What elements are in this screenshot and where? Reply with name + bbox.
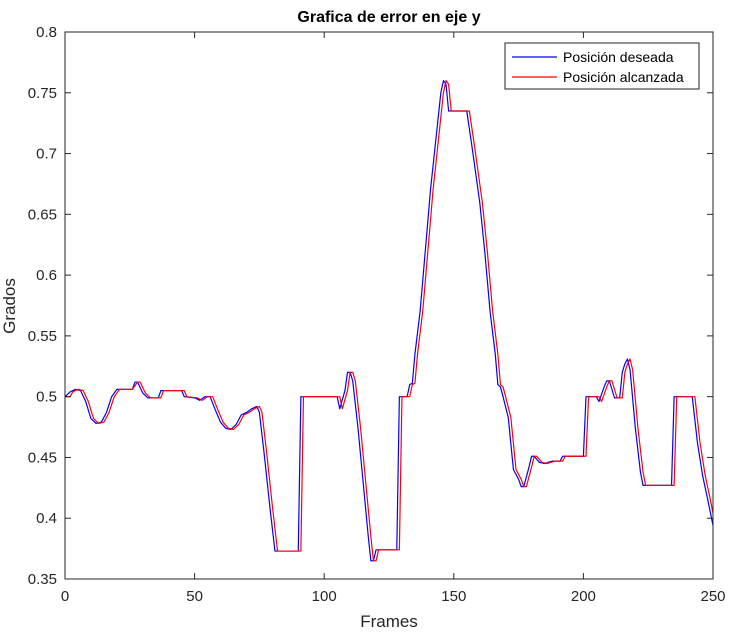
y-tick-label: 0.4 [36, 510, 57, 527]
x-axis-title: Frames [360, 612, 418, 631]
series-layer [64, 80, 714, 562]
y-axis-title: Grados [0, 278, 19, 334]
y-tick-label: 0.8 [36, 24, 57, 41]
y-tick-label: 0.7 [36, 146, 57, 163]
ticks-layer: 0 50 100 150 200 250 0.35 0.4 0.45 0.5 0.55 0.6 0.65… [28, 24, 726, 605]
x-tick-label: 50 [186, 588, 203, 605]
y-tick-label: 0.35 [28, 571, 57, 588]
y-tick-label: 0.65 [28, 206, 57, 223]
y-tick-label: 0.75 [28, 85, 57, 102]
legend-label-posicion-alcanzada: Posición alcanzada [563, 69, 684, 85]
y-tick-label: 0.5 [36, 389, 57, 406]
x-tick-label: 100 [312, 588, 337, 605]
x-tick-label: 0 [61, 588, 69, 605]
series-line-posicion-alcanzada [65, 80, 714, 562]
legend-label-posicion-deseada: Posición deseada [563, 49, 674, 65]
plot-frame [64, 31, 714, 580]
x-tick-label: 200 [571, 588, 596, 605]
x-tick-label: 150 [441, 588, 466, 605]
plot-area [65, 32, 713, 579]
y-tick-label: 0.45 [28, 449, 57, 466]
x-tick-label: 250 [700, 588, 725, 605]
y-tick-label: 0.6 [36, 267, 57, 284]
chart-title: Grafica de error en eje y [297, 9, 480, 26]
y-tick-label: 0.55 [28, 328, 57, 345]
legend: Posición deseada Posición alcanzada [504, 42, 700, 90]
legend-box [504, 42, 700, 90]
